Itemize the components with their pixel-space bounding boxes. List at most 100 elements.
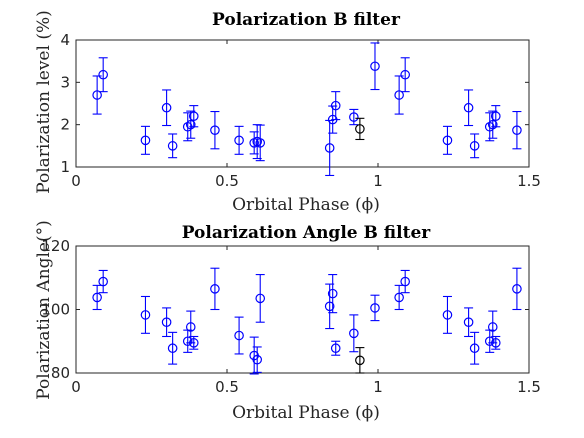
y-tick-label: 120 [41, 237, 70, 255]
data-point [330, 91, 341, 121]
y-axis-label: Polarization level (%) [34, 10, 54, 194]
marker [98, 276, 108, 287]
data-point [400, 57, 410, 93]
data-point [355, 117, 365, 141]
marker [324, 143, 335, 153]
marker [234, 330, 244, 341]
axis-ticks: 0 0.5 1 1.5 80 100 120 [41, 237, 541, 396]
x-axis-label: Orbital Phase (ϕ) [232, 403, 380, 423]
data-point [167, 331, 178, 365]
data-point [512, 110, 522, 150]
marker [140, 135, 151, 146]
marker [512, 125, 522, 135]
data-point [161, 307, 172, 338]
data-point [210, 267, 220, 311]
data-point [210, 110, 220, 150]
marker [161, 102, 172, 113]
plot-frame [75, 245, 530, 374]
marker [185, 119, 196, 130]
data-point [400, 269, 410, 294]
data-point [394, 75, 404, 115]
x-tick-label: 0 [71, 378, 81, 396]
y-tick-label: 80 [51, 364, 70, 382]
data-point [98, 269, 108, 294]
data-point [140, 125, 151, 155]
marker [210, 284, 220, 294]
x-tick-label: 1.5 [517, 172, 541, 190]
y-tick-label: 1 [60, 158, 70, 176]
data-point [355, 347, 365, 374]
data-point [255, 274, 266, 323]
data-point [370, 42, 380, 91]
marker [400, 276, 410, 287]
data-point [324, 119, 335, 177]
x-tick-label: 0.5 [215, 172, 239, 190]
marker [188, 338, 199, 348]
data-point [349, 314, 359, 353]
y-tick-label: 2 [60, 116, 70, 134]
chart-title: Polarization B filter [212, 10, 401, 30]
x-tick-label: 0 [71, 172, 81, 190]
marker [370, 303, 380, 313]
marker [394, 292, 404, 303]
data-points [92, 42, 522, 177]
data-point [167, 133, 178, 159]
data-point [330, 340, 341, 356]
x-axis-label: Orbital Phase (ϕ) [232, 195, 380, 215]
marker [512, 284, 522, 294]
plot-frame [75, 39, 530, 168]
marker [463, 102, 474, 113]
marker [140, 310, 151, 320]
x-tick-label: 1 [373, 378, 383, 396]
marker [185, 322, 196, 332]
marker [252, 354, 263, 365]
data-point [463, 307, 474, 338]
marker [484, 336, 495, 347]
marker [490, 338, 501, 348]
marker [255, 293, 266, 304]
data-point [370, 294, 380, 322]
marker [442, 135, 453, 146]
marker [324, 301, 335, 312]
x-tick-label: 0.5 [215, 378, 239, 396]
data-point [349, 108, 359, 126]
data-point [487, 110, 498, 139]
marker [255, 138, 266, 148]
panel-polarization-angle: Polarization Angle B filter Polarization… [34, 220, 541, 423]
marker [442, 310, 453, 320]
data-point [469, 331, 480, 365]
marker [188, 111, 199, 121]
data-points [92, 267, 522, 375]
data-point [252, 346, 263, 373]
marker [394, 90, 404, 100]
y-tick-label: 4 [60, 31, 70, 49]
data-point [92, 75, 102, 115]
y-tick-label: 3 [60, 73, 70, 91]
marker [98, 69, 108, 80]
y-tick-label: 100 [41, 301, 70, 319]
data-point [490, 105, 501, 128]
y-axis-label: Polarization Angle(°) [34, 220, 54, 399]
marker [330, 100, 341, 111]
data-point [234, 125, 244, 155]
marker [469, 141, 480, 151]
marker [469, 343, 480, 354]
data-point [255, 124, 266, 162]
data-point [92, 284, 102, 311]
data-point [512, 267, 522, 311]
chart-title: Polarization Angle B filter [182, 223, 432, 243]
data-point [188, 105, 199, 128]
data-point [188, 335, 199, 350]
data-point [161, 89, 172, 127]
marker [330, 343, 341, 354]
marker [161, 317, 172, 327]
marker [167, 343, 178, 354]
panel-polarization-level: Polarization B filter Polarization level… [34, 10, 541, 215]
marker [487, 322, 498, 332]
data-point [469, 133, 480, 159]
marker [349, 328, 359, 339]
marker [327, 288, 338, 299]
axis-ticks: 0 0.5 1 1.5 1 2 3 4 [60, 31, 540, 190]
x-tick-label: 1.5 [517, 378, 541, 396]
